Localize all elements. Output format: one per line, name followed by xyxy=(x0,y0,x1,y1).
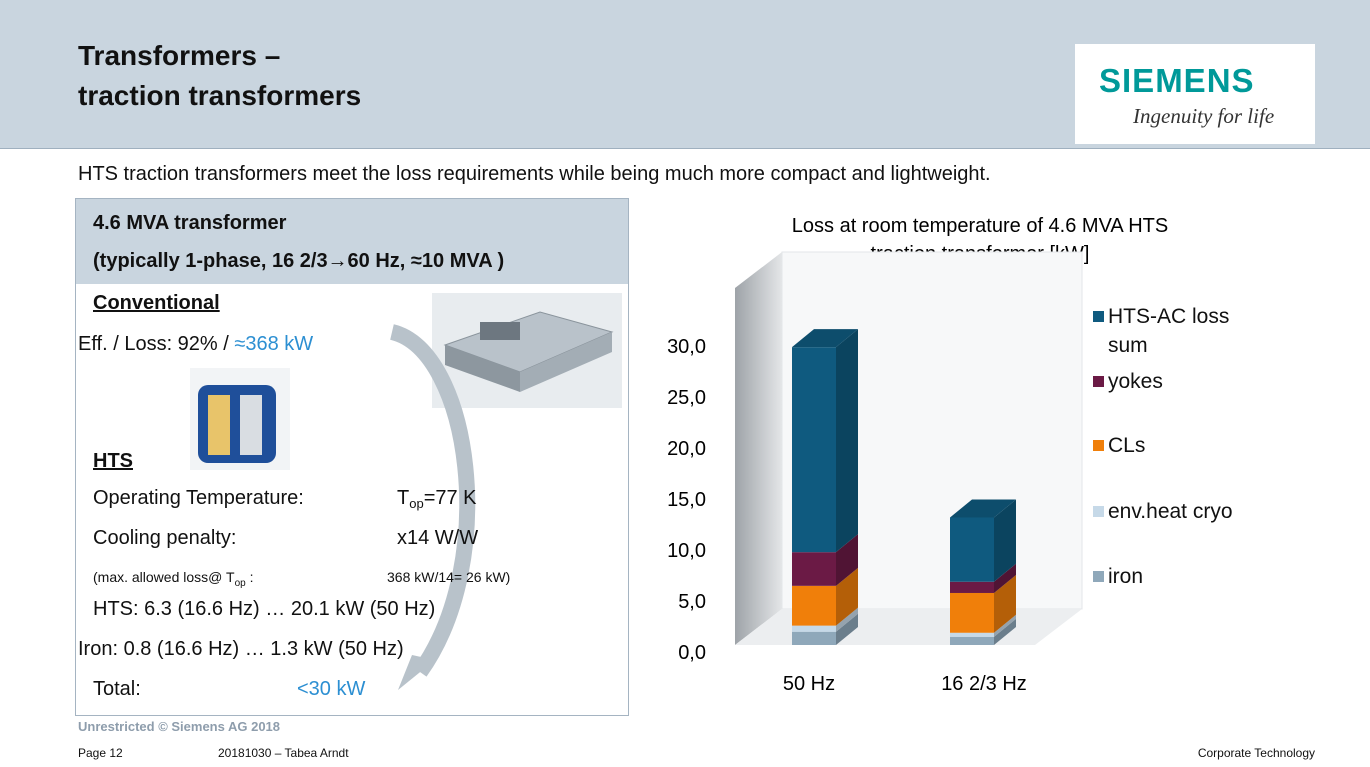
note: (max. allowed loss@ Top : xyxy=(93,569,253,589)
legend-item: CLs xyxy=(1093,431,1293,460)
legend-swatch xyxy=(1093,376,1104,387)
value: ≈368 kW xyxy=(234,333,314,355)
legend-item: env.heat cryo xyxy=(1093,497,1293,526)
logo-box: SIEMENS Ingenuity for life xyxy=(1075,44,1315,144)
bar-segment xyxy=(792,631,836,645)
bar-side xyxy=(994,614,1016,637)
winding xyxy=(208,395,230,455)
date-author: 20181030 – Tabea Arndt xyxy=(218,746,349,760)
label: Operating Temperature: xyxy=(93,487,304,509)
subscript: op xyxy=(409,496,424,511)
y-tick-label: 10,0 xyxy=(667,540,706,562)
label: Cooling penalty: xyxy=(93,527,237,549)
legend-swatch xyxy=(1093,311,1104,322)
subscript: op xyxy=(234,578,246,589)
transformer-image xyxy=(432,293,622,408)
department: Corporate Technology xyxy=(1197,746,1315,760)
bar-side xyxy=(994,618,1016,645)
value: <30 kW xyxy=(297,678,366,700)
legend-swatch xyxy=(1093,440,1104,451)
label: (max. allowed loss@ T xyxy=(93,569,235,585)
y-tick-label: 5,0 xyxy=(678,591,706,613)
bar-side xyxy=(994,499,1016,582)
bar-segment xyxy=(950,517,994,582)
bar-segment xyxy=(792,347,836,553)
device-part xyxy=(480,322,520,340)
value: =77 K xyxy=(423,487,477,509)
bar-side xyxy=(994,563,1016,593)
y-tick-label: 0,0 xyxy=(678,642,706,664)
bar-side xyxy=(836,567,858,626)
bar-side xyxy=(836,607,858,632)
text: Eff. / Loss: 92% / ≈368 kW xyxy=(78,333,313,356)
legend-item: yokes xyxy=(1093,367,1293,396)
label: Total: xyxy=(93,678,141,700)
bar-top xyxy=(950,499,1016,518)
bar-segment xyxy=(950,592,994,633)
summary: HTS traction transformers meet the loss … xyxy=(78,163,991,185)
arrow-head xyxy=(398,655,435,690)
device-front xyxy=(520,332,612,392)
symbol: T xyxy=(397,487,410,509)
logo: SIEMENS xyxy=(1099,62,1255,99)
label: Eff. / Loss: 92% / xyxy=(78,333,235,355)
bar-segment xyxy=(950,632,994,637)
x-tick-label: 50 Hz xyxy=(783,673,835,695)
y-tick-label: 15,0 xyxy=(667,489,706,511)
value: x14 W/W xyxy=(397,527,479,549)
tagline: Ingenuity for life xyxy=(1133,104,1275,128)
hts-image xyxy=(190,368,290,470)
title: Transformers – xyxy=(78,40,281,71)
note-value: 368 kW/14= 26 kW) xyxy=(387,569,511,585)
bar-segment xyxy=(792,625,836,632)
y-tick-label: 20,0 xyxy=(667,438,706,460)
winding xyxy=(240,395,262,455)
value: Top=77 K xyxy=(397,487,477,511)
chart-title: Loss at room temperature of 4.6 MVA HTS xyxy=(792,215,1168,237)
classification: Unrestricted © Siemens AG 2018 xyxy=(78,719,281,734)
section-heading: Conventional xyxy=(93,292,220,314)
bar-top xyxy=(792,329,858,348)
box-heading: (typically 1-phase, 16 2/3→60 Hz, ≈10 MV… xyxy=(93,250,505,272)
section-heading: HTS xyxy=(93,450,133,472)
legend-label: yokes xyxy=(1108,370,1163,393)
info-box xyxy=(75,198,629,716)
bar-side xyxy=(836,329,858,553)
legend-label: iron xyxy=(1108,565,1144,588)
bar-segment xyxy=(792,585,836,626)
title: traction transformers xyxy=(78,80,362,111)
y-tick-label: 25,0 xyxy=(667,387,706,409)
arrow xyxy=(389,324,476,677)
legend-item: HTS-AC loss sum xyxy=(1093,302,1293,360)
bar-segment xyxy=(950,581,994,593)
bar-side xyxy=(836,534,858,586)
device-side xyxy=(445,345,520,392)
bar-side xyxy=(994,574,1016,633)
legend-label: HTS-AC loss sum xyxy=(1108,305,1230,357)
text: HTS: 6.3 (16.6 Hz) … 20.1 kW (50 Hz) xyxy=(93,598,436,620)
floor xyxy=(735,609,1082,645)
bar-side xyxy=(836,613,858,645)
legend-item: iron xyxy=(1093,562,1293,591)
legend-swatch xyxy=(1093,571,1104,582)
legend-label: CLs xyxy=(1108,434,1146,457)
bar-segment xyxy=(950,636,994,645)
legend-swatch xyxy=(1093,506,1104,517)
side-wall xyxy=(735,252,782,645)
bar-segment xyxy=(792,552,836,586)
x-tick-label: 16 2/3 Hz xyxy=(941,673,1027,695)
box-header xyxy=(76,199,628,284)
box-heading: 4.6 MVA transformer xyxy=(93,212,287,234)
legend-label: env.heat cryo xyxy=(1108,500,1233,523)
label: : xyxy=(245,569,254,585)
y-tick-label: 30,0 xyxy=(667,336,706,358)
text: Iron: 0.8 (16.6 Hz) … 1.3 kW (50 Hz) xyxy=(78,638,404,660)
page: Page 12 xyxy=(78,746,123,760)
